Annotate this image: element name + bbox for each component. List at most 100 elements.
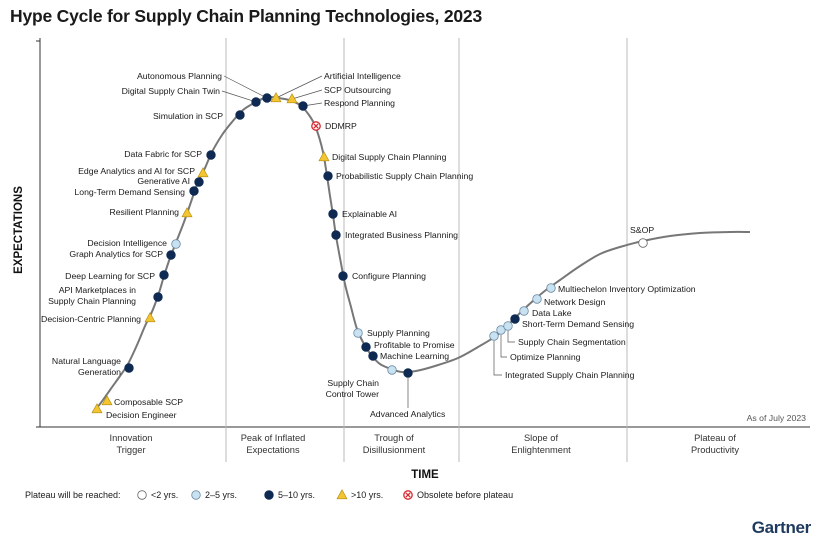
marker-generative-ai xyxy=(194,177,204,187)
label-probabilistic-supply-chain-planning: Probabilistic Supply Chain Planning xyxy=(336,171,473,181)
marker-integrated-supply-chain-planning xyxy=(489,331,499,341)
label-graph-analytics-for-scp: Graph Analytics for SCP xyxy=(69,249,163,259)
marker-data-fabric-for-scp xyxy=(206,150,216,160)
leader-autonomous-planning xyxy=(223,75,268,99)
phase-5-line1: Plateau of xyxy=(694,433,736,443)
label-supply-chain-control-tower-line2: Control Tower xyxy=(326,389,380,399)
marker-configure-planning xyxy=(338,271,348,281)
legend-label-obsolete: Obsolete before plateau xyxy=(417,490,513,500)
x-axis-title: TIME xyxy=(411,469,439,481)
label-scp-outsourcing: SCP Outsourcing xyxy=(324,85,391,95)
label-short-term-demand-sensing: Short-Term Demand Sensing xyxy=(522,319,634,329)
legend-title: Plateau will be reached: xyxy=(25,490,121,500)
legend-label-2to5: 2–5 yrs. xyxy=(205,490,237,500)
label-digital-supply-chain-planning: Digital Supply Chain Planning xyxy=(332,152,447,162)
marker-decision-centric-planning xyxy=(144,312,156,323)
point-labels: Decision Engineer Composable SCP Natural L… xyxy=(41,71,696,420)
label-resilient-planning: Resilient Planning xyxy=(109,207,179,217)
legend: Plateau will be reached: <2 yrs. 2–5 yrs. 5… xyxy=(25,489,513,500)
legend-marker-lt2 xyxy=(137,490,147,500)
label-integrated-supply-chain-planning: Integrated Supply Chain Planning xyxy=(505,370,635,380)
hype-curve xyxy=(92,95,751,413)
phase-labels: Innovation Trigger Peak of Inflated Expecta… xyxy=(110,433,740,455)
label-api-marketplaces-in-supply-chain-planning-line2: Supply Chain Planning xyxy=(48,296,136,306)
phase-1-line2: Trigger xyxy=(116,445,145,455)
label-artificial-intelligence: Artificial Intelligence xyxy=(324,71,401,81)
marker-machine-learning xyxy=(368,351,378,361)
phase-1-line1: Innovation xyxy=(110,433,153,443)
label-explainable-ai: Explainable AI xyxy=(342,209,397,219)
legend-marker-2to5 xyxy=(191,490,201,500)
chart-title: Hype Cycle for Supply Chain Planning Tec… xyxy=(10,6,482,26)
label-multiechelon-inventory-optimization: Multiechelon Inventory Optimization xyxy=(558,284,696,294)
phase-3-line2: Disillusionment xyxy=(363,445,426,455)
marker-digital-supply-chain-planning xyxy=(318,151,330,162)
marker-supply-chain-segmentation xyxy=(503,321,513,331)
label-supply-chain-segmentation: Supply Chain Segmentation xyxy=(518,337,626,347)
label-data-lake: Data Lake xyxy=(532,308,572,318)
marker-data-lake xyxy=(519,306,529,316)
label-composable-scp: Composable SCP xyxy=(114,397,183,407)
marker-sandop xyxy=(638,238,648,248)
label-profitable-to-promise: Profitable to Promise xyxy=(374,340,455,350)
marker-multiechelon-inventory-optimization xyxy=(546,283,556,293)
phase-4-line2: Enlightenment xyxy=(511,445,571,455)
leader-supply-chain-segmentation xyxy=(507,331,515,343)
phase-2-line2: Expectations xyxy=(246,445,300,455)
marker-integrated-business-planning xyxy=(331,230,341,240)
label-ddmrp: DDMRP xyxy=(325,121,357,131)
phase-3-line1: Trough of xyxy=(374,433,414,443)
label-autonomous-planning: Autonomous Planning xyxy=(137,71,222,81)
label-data-fabric-for-scp: Data Fabric for SCP xyxy=(124,149,202,159)
phase-4-line1: Slope of xyxy=(524,433,559,443)
marker-supply-planning xyxy=(353,328,363,338)
leader-integrated-supply-chain-planning xyxy=(493,341,502,376)
leader-digital-supply-chain-twin xyxy=(221,90,257,103)
marker-supply-chain-control-tower xyxy=(387,365,397,375)
marker-long-term-demand-sensing xyxy=(189,186,199,196)
label-machine-learning: Machine Learning xyxy=(380,351,449,361)
marker-scp-outsourcing xyxy=(286,93,298,104)
leader-artificial-intelligence xyxy=(275,75,323,99)
label-integrated-business-planning: Integrated Business Planning xyxy=(345,230,458,240)
marker-composable-scp xyxy=(101,395,113,406)
marker-decision-engineer xyxy=(91,403,103,414)
marker-explainable-ai xyxy=(328,209,338,219)
label-api-marketplaces-in-supply-chain-planning-line1: API Marketplaces in xyxy=(59,285,136,295)
label-digital-supply-chain-twin: Digital Supply Chain Twin xyxy=(122,86,221,96)
marker-simulation-in-scp xyxy=(235,110,245,120)
legend-marker-obsolete xyxy=(403,490,413,500)
marker-network-design xyxy=(532,294,542,304)
label-generative-ai: Generative AI xyxy=(137,176,190,186)
gartner-logo: Gartner xyxy=(751,518,812,537)
marker-respond-planning xyxy=(298,101,308,111)
marker-ddmrp xyxy=(311,121,321,131)
marker-natural-language-generation xyxy=(124,363,134,373)
label-configure-planning: Configure Planning xyxy=(352,271,426,281)
phase-5-line2: Productivity xyxy=(691,445,739,455)
marker-ddmrp-cross xyxy=(313,123,319,129)
data-points xyxy=(91,92,648,414)
label-natural-language-generation-line1: Natural Language xyxy=(52,356,121,366)
marker-resilient-planning xyxy=(181,207,193,218)
marker-short-term-demand-sensing xyxy=(510,314,520,324)
label-sandop: S&OP xyxy=(630,225,654,235)
label-network-design: Network Design xyxy=(544,297,605,307)
marker-edge-analytics-and-ai-for-scp xyxy=(197,167,209,178)
label-optimize-planning: Optimize Planning xyxy=(510,352,581,362)
marker-advanced-analytics xyxy=(403,368,413,378)
label-deep-learning-for-scp: Deep Learning for SCP xyxy=(65,271,155,281)
label-supply-chain-control-tower-line1: Supply Chain xyxy=(327,378,379,388)
marker-decision-intelligence xyxy=(171,239,181,249)
marker-graph-analytics-for-scp xyxy=(166,250,176,260)
marker-optimize-planning xyxy=(496,325,506,335)
leader-scp-outsourcing xyxy=(291,89,323,100)
leader-optimize-planning xyxy=(500,335,507,358)
label-advanced-analytics: Advanced Analytics xyxy=(370,409,446,419)
marker-deep-learning-for-scp xyxy=(159,270,169,280)
hype-curve-path xyxy=(92,95,751,413)
label-decision-intelligence: Decision Intelligence xyxy=(87,238,167,248)
marker-digital-supply-chain-twin xyxy=(251,97,261,107)
phase-2-line1: Peak of Inflated xyxy=(241,433,306,443)
